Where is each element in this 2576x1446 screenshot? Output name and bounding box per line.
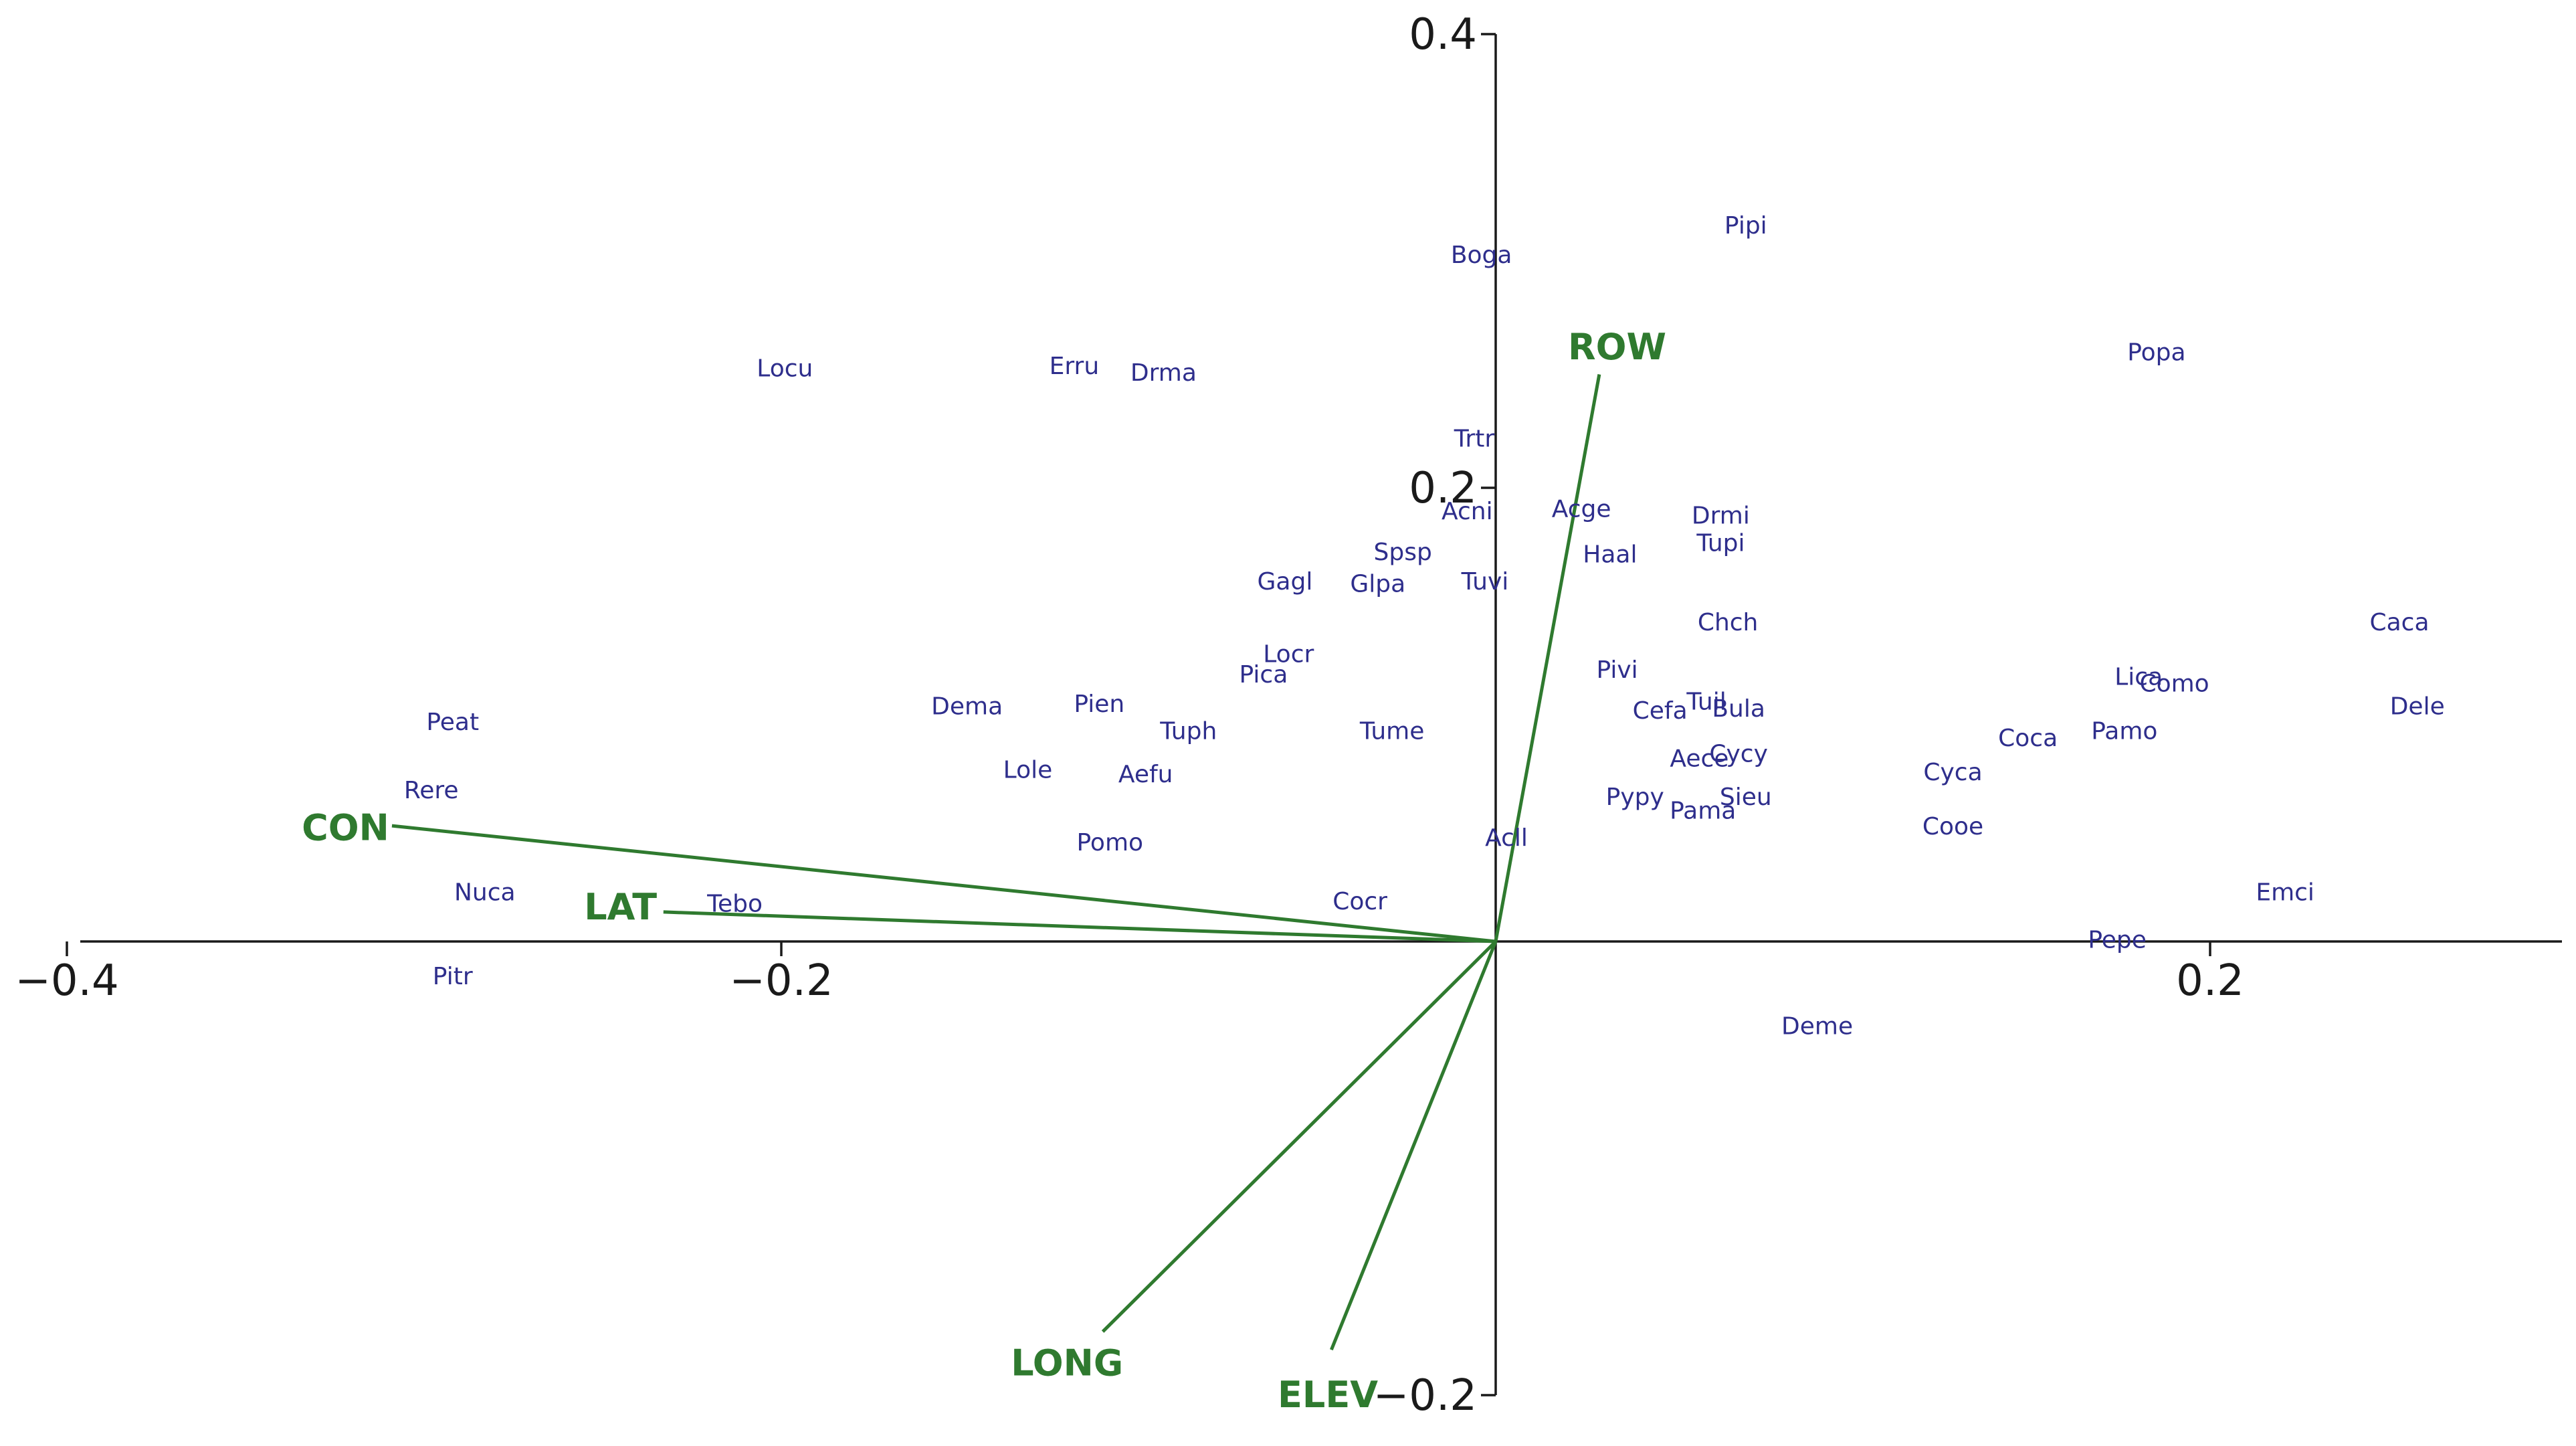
vector-con-line [391,824,1496,943]
x-tick-label: −0.4 [15,956,118,1006]
species-point: Pama [1670,797,1736,824]
vector-row-line [1494,374,1601,942]
species-point: Pamo [2091,718,2157,745]
species-point: Pomo [1077,829,1144,856]
species-point: Tupi [1696,529,1745,557]
species-point: Pitr [433,963,473,990]
vector-row-label: ROW [1568,326,1666,368]
species-point: Lica [2114,663,2163,691]
species-point: Tebo [706,890,763,917]
species-point: Gagl [1258,568,1313,596]
species-point: Drma [1130,359,1197,387]
species-point: Drmi [1692,503,1750,530]
species-point: Erru [1050,353,1100,380]
species-point: Tume [1359,718,1425,745]
species-point: Coca [1998,725,2058,752]
species-point: Dema [931,693,1003,720]
vector-lat-label: LAT [584,886,657,928]
species-point: Pypy [1606,784,1664,811]
species-point: Peat [426,709,479,736]
species-point: Locr [1263,640,1314,668]
species-point: Como [2139,670,2209,698]
species-point: Haal [1583,541,1637,568]
species-point: Acll [1485,824,1528,852]
species-point: Cycy [1709,741,1768,768]
species-point: Caca [2369,609,2429,636]
x-tick-label: 0.2 [2176,956,2244,1006]
species-point: Bula [1712,695,1765,723]
vector-elev-line [1330,941,1498,1351]
species-labels: Pipi Boga Popa Locu Erru Drma Trtr Acni Acge Drmi… [404,212,2445,1041]
species-point: Dele [2390,693,2445,720]
species-point: Cocr [1332,888,1387,915]
species-point: Lole [1003,756,1053,784]
species-point: Boga [1451,242,1512,269]
vector-long-line [1101,940,1497,1333]
species-point: Deme [1781,1012,1853,1040]
vector-con-label: CON [302,807,389,849]
y-tick-label: −0.2 [1373,1371,1477,1421]
species-point: Tuph [1159,718,1217,745]
species-point: Rere [404,777,459,804]
species-point: Aefu [1118,761,1173,788]
species-point: Spsp [1374,539,1432,566]
species-point: Emci [2256,879,2314,906]
vector-elev-label: ELEV [1278,1374,1378,1416]
vector-long-label: LONG [1011,1342,1123,1384]
species-point: Trtr [1454,425,1495,452]
species-point: Pepe [2088,927,2147,954]
species-point: Cyca [1923,759,1982,786]
species-point: Cooe [1922,813,1983,840]
x-tick-label: −0.2 [729,956,833,1006]
species-point: Tuvi [1461,568,1509,596]
species-point: Sieu [1720,784,1772,811]
species-point: Aece [1670,745,1728,772]
species-point: Tuil [1686,689,1726,716]
species-point: Acge [1552,496,1611,523]
species-point: Pipi [1724,212,1767,240]
species-point: Pien [1074,691,1124,718]
axis-ticks: −0.4 −0.2 0.2 0.4 0.2 −0.2 [15,10,2244,1421]
species-point: Glpa [1350,570,1405,598]
species-point: Nuca [454,879,516,906]
axes [80,34,2562,1395]
y-tick-label: 0.4 [1409,10,1477,60]
species-point: Cefa [1633,697,1688,725]
species-point: Acni [1442,498,1493,525]
species-point: Pica [1240,661,1288,689]
species-point: Chch [1698,609,1759,636]
species-point: Pivi [1596,656,1638,684]
species-point: Popa [2127,339,2185,367]
y-tick-label: 0.2 [1409,464,1477,513]
environmental-vectors [391,374,1601,1351]
vector-lat-line [663,910,1496,943]
species-point: Locu [757,355,813,382]
vector-labels: ROW CON LAT LONG ELEV [302,326,1666,1416]
